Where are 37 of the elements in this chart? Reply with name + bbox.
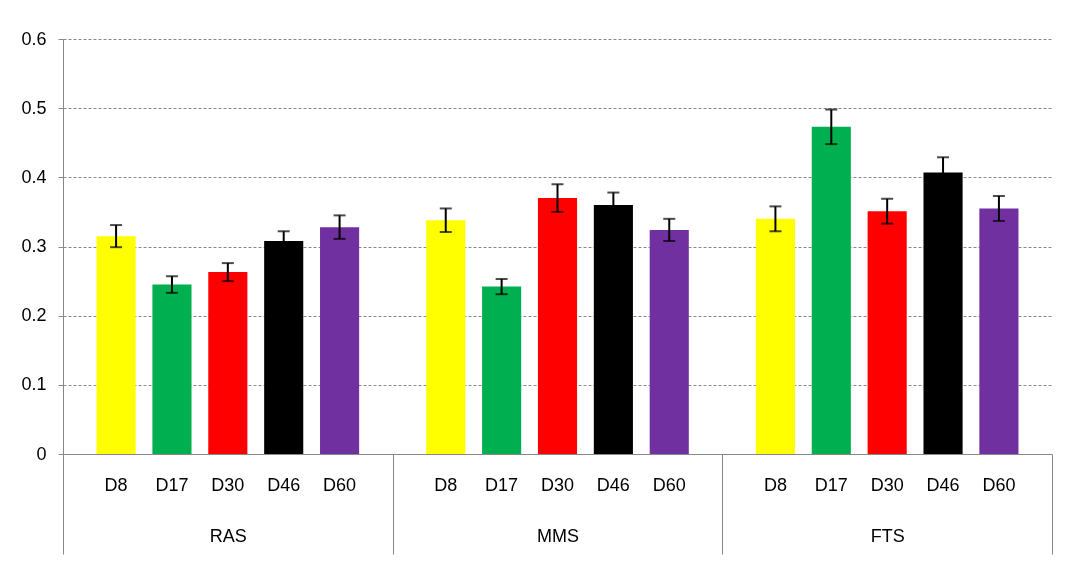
series-label: D8 (104, 475, 128, 495)
y-tick-label: 0.6 (21, 28, 47, 49)
bar (426, 220, 466, 454)
y-tick-label: 0.4 (21, 166, 47, 187)
y-tick-label: 0.2 (21, 305, 47, 326)
text: D8 (763, 475, 787, 495)
bar (537, 198, 578, 454)
text: D60 (982, 475, 1016, 495)
bar (755, 218, 795, 454)
y-tick-label: 0.3 (21, 236, 47, 256)
x-tick-label: RAS (209, 525, 247, 546)
x-tick-label: FTS (870, 525, 905, 546)
text: D60 (652, 475, 686, 495)
text: D17 (814, 475, 848, 495)
bar (96, 236, 136, 454)
series-label: D17 (155, 475, 189, 495)
bar (811, 126, 851, 454)
bar (208, 272, 248, 454)
y-tick-label: 0 (36, 443, 47, 464)
text: D17 (485, 475, 519, 495)
y-tick-label: 0.5 (21, 97, 47, 118)
text: D30 (870, 475, 904, 495)
text: D8 (434, 475, 458, 495)
x-tick-label: MMS (537, 525, 579, 546)
bar (867, 211, 907, 454)
bar (649, 229, 689, 454)
series-label: D46 (267, 475, 301, 495)
text: D46 (596, 475, 630, 495)
y-tick-label: 0.1 (21, 374, 47, 395)
text: D30 (540, 475, 575, 495)
series-label: D60 (323, 475, 357, 495)
bar (482, 286, 522, 454)
bar (979, 208, 1019, 454)
series-label: D30 (211, 475, 245, 495)
text: D46 (926, 475, 960, 495)
bar (320, 227, 360, 454)
bar (152, 284, 192, 454)
